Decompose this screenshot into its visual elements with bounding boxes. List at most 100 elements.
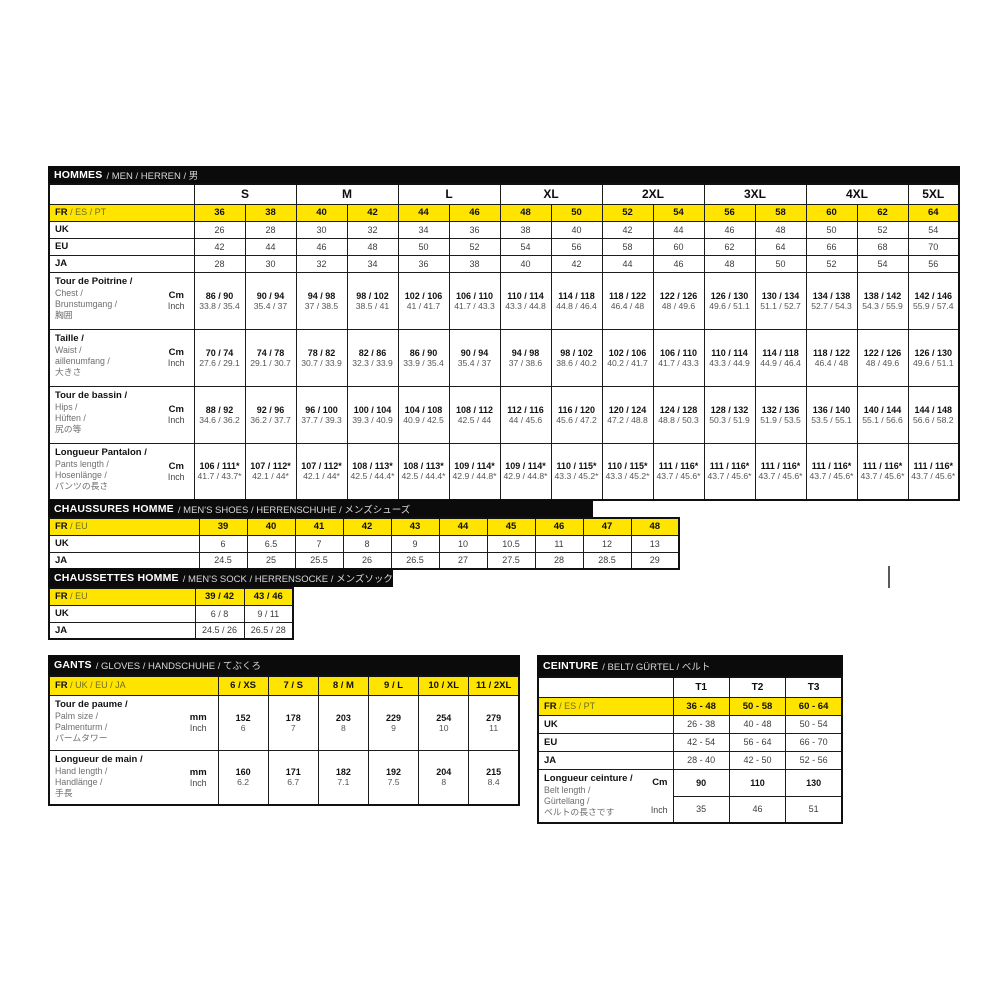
measurement-label-cell: Longueur ceinture / Belt length / Gürtella… (537, 768, 674, 824)
value-top: 132 / 136 (761, 404, 800, 415)
section-men-socks: CHAUSSETTES HOMME / MEN'S SOCK / HERRENS… (48, 568, 393, 640)
row-label: JA (55, 554, 68, 566)
value-bottom: 41.7 / 43.7* (197, 471, 242, 482)
measurement-value-cell: 128 / 132 50.3 / 51.9 (703, 385, 756, 444)
value-bottom: 29.1 / 30.7 (250, 357, 291, 368)
row-label-secondary: / EU (67, 591, 88, 602)
size-value-cell: 42 - 50 (728, 750, 787, 770)
value-top: 111 / 116* (709, 461, 750, 472)
size-value-cell: 32 (295, 254, 348, 273)
value-top: 108 / 113* (403, 461, 444, 472)
value-top: 86 / 90 (205, 290, 234, 301)
belt-size-header-cell (537, 676, 674, 698)
value-bottom: 46.4 / 48 (814, 357, 849, 368)
measurement-value-cell: 192 7.5 (367, 749, 420, 806)
size-value-cell: 52 (448, 237, 501, 256)
measurement-value-cell: 112 / 116 44 / 45.6 (499, 385, 552, 444)
measurement-value-cell: 171 6.7 (267, 749, 319, 806)
size-value-cell: 60 - 64 (785, 696, 843, 716)
value-bottom: 8.4 (487, 777, 500, 788)
size-value-cell: 46 (448, 203, 501, 222)
belt-length-inch-cell: 46 (728, 795, 787, 824)
value-bottom: 37 / 38.6 (508, 357, 543, 368)
men-clothing-size-table: S M L XL 2XL 3XL 4XL 5XL FR / ES / PT 36 38 40 42 44 4… (48, 183, 960, 501)
value-top: 107 / 112* (301, 461, 342, 472)
value-bottom: 34.6 / 36.2 (199, 414, 240, 425)
measurement-value-cell: 136 / 140 53.5 / 55.1 (805, 385, 858, 444)
measurement-value-cell: 74 / 78 29.1 / 30.7 (244, 328, 297, 387)
measurement-value-cell: 122 / 126 48 / 49.6 (652, 271, 705, 330)
fr-es-pt-row: FR / ES / PT 36 38 40 42 44 46 48 50 52 54 56 58 60 62… (48, 203, 960, 222)
size-value-cell: 56 - 64 (728, 732, 787, 752)
value-bottom: 27.6 / 29.1 (199, 357, 240, 368)
value-bottom: 43.7 / 45.6* (809, 471, 854, 482)
row-label-cell: FR / EU (48, 517, 200, 536)
size-group-cell: 5XL (907, 183, 960, 205)
measurement-value-cell: 160 6.2 (217, 749, 269, 806)
size-value-cell: 42 (550, 254, 603, 273)
size-group-cell (48, 183, 195, 205)
unit-top-label: Cm (168, 404, 184, 415)
measurement-value-cell: 229 9 (367, 694, 420, 751)
value-bottom: 37 / 38.5 (304, 300, 339, 311)
section-title: CHAUSSETTES HOMME (54, 571, 179, 584)
measurement-value-cell: 130 / 134 51.1 / 52.7 (754, 271, 807, 330)
size-value-cell: 41 (294, 517, 344, 536)
size-group-cell: S (193, 183, 297, 205)
measurement-translation: Chest / (55, 287, 83, 298)
row-label: JA (544, 754, 557, 766)
measurement-value-cell: 279 11 (468, 694, 520, 751)
value-bottom: 36.2 / 37.7 (250, 414, 291, 425)
value-top: 178 (285, 712, 301, 723)
row-label-cell: JA (48, 551, 200, 570)
row-label-cell: UK (48, 220, 195, 239)
row-uk: UK 26 28 30 32 34 36 38 40 42 44 46 48 50 52 54 (48, 220, 960, 239)
size-value-cell: 64 (754, 237, 807, 256)
size-value-cell: 26 (342, 551, 392, 570)
size-value-cell: 44 (244, 237, 297, 256)
measurement-value-cell: 82 / 86 32.3 / 33.9 (346, 328, 399, 387)
size-group-cell: XL (499, 183, 603, 205)
value-top: 70 / 74 (205, 347, 234, 358)
value-bottom: 33.9 / 35.4 (403, 357, 444, 368)
size-value-cell: 40 (246, 517, 296, 536)
row-label-cell: FR / ES / PT (48, 203, 195, 222)
value-top: 104 / 108 (404, 404, 443, 415)
measurement-name: Tour de paume / (55, 698, 128, 710)
unit-cell: Cm Inch (159, 442, 195, 501)
measurement-label-lines: Tour de Poitrine / Chest / Brunstumgang / 胸… (55, 276, 157, 322)
value-top: 160 (235, 767, 251, 778)
row-label-cell: FR / UK / EU / JA (48, 675, 219, 696)
section-title-translations: / BELT/ GÜRTEL / ベルト (602, 661, 711, 673)
measurement-value-cell: 142 / 146 55.9 / 57.4 (907, 271, 960, 330)
value-bottom: 48 / 49.6 (661, 300, 696, 311)
fr-es-pt-row: FR / ES / PT 36 - 48 50 - 58 60 - 64 (537, 696, 843, 716)
size-value-cell: 48 (630, 517, 680, 536)
size-value-cell: 27 (438, 551, 488, 570)
value-top: 114 / 118 (558, 290, 595, 301)
size-value-cell: 56 (550, 237, 603, 256)
measurement-value-cell: 126 / 130 49.6 / 51.1 (907, 328, 960, 387)
measurement-value-cell: 108 / 112 42.5 / 44 (448, 385, 501, 444)
row-label: JA (55, 624, 68, 636)
men-socks-title-bar: CHAUSSETTES HOMME / MEN'S SOCK / HERRENS… (48, 568, 393, 587)
measurement-label-lines: Longueur Pantalon / Pants length / Hosenlä… (55, 447, 157, 493)
value-bottom: 7.1 (337, 777, 350, 788)
value-top: 92 / 96 (256, 404, 285, 415)
value-bottom: 53.5 / 55.1 (811, 414, 852, 425)
value-bottom: 56.6 / 58.2 (912, 414, 954, 425)
measurement-value-cell: 106 / 110 41.7 / 43.3 (448, 271, 501, 330)
size-value-cell: 6.5 (246, 534, 296, 553)
row-ja: JA 28 30 32 34 36 38 40 42 44 46 48 50 52 54 56 (48, 254, 960, 273)
unit-cell: mm Inch (179, 749, 219, 806)
measurement-value-cell: 106 / 111* 41.7 / 43.7* (193, 442, 246, 501)
size-value-cell: 40 (499, 254, 552, 273)
value-bottom: 45.6 / 47.2 (556, 414, 597, 425)
size-value-cell: 6 (198, 534, 248, 553)
size-value-cell: 54 (652, 203, 705, 222)
row-label: FR (55, 680, 68, 692)
measurement-value-cell: 94 / 98 37 / 38.6 (499, 328, 552, 387)
measurement-value-cell: 114 / 118 44.8 / 46.4 (550, 271, 603, 330)
size-value-cell: 56 (907, 254, 960, 273)
size-value-cell: 66 - 70 (785, 732, 843, 752)
